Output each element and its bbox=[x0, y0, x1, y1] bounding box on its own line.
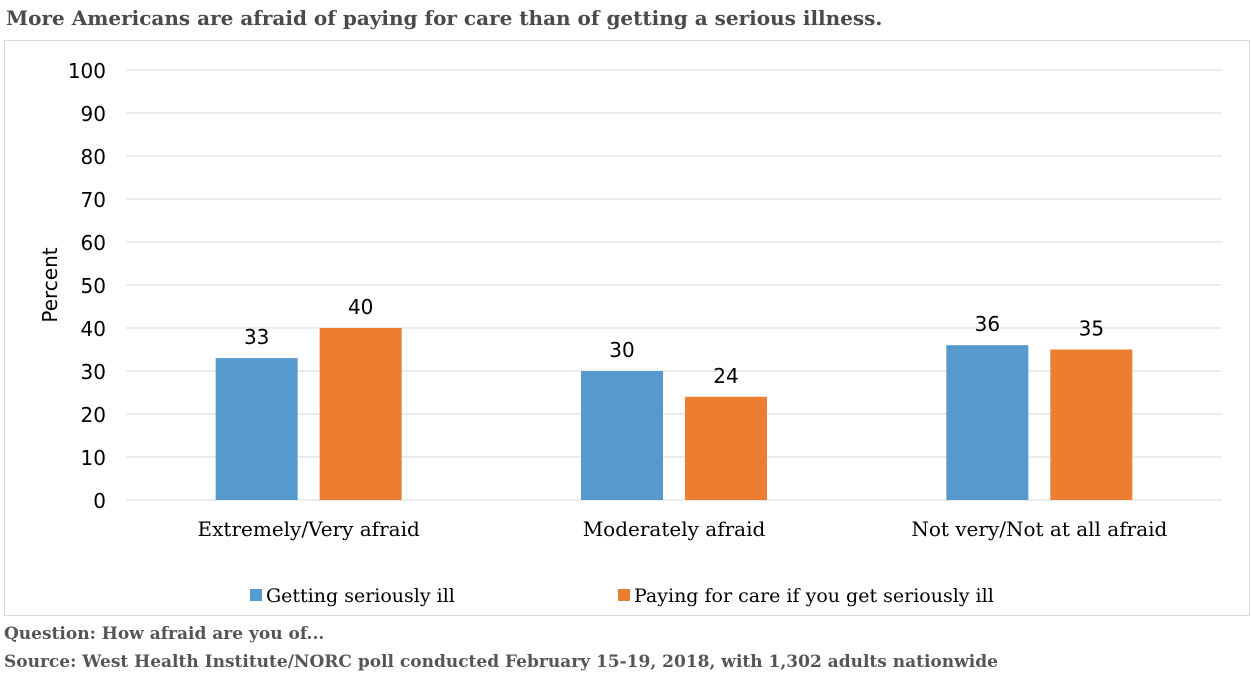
data-label: 24 bbox=[713, 364, 738, 388]
y-tick-label: 50 bbox=[81, 274, 106, 298]
chart-title: More Americans are afraid of paying for … bbox=[6, 6, 883, 30]
bar bbox=[1050, 349, 1133, 500]
bar bbox=[319, 328, 402, 500]
data-labels: 33 40 30 24 36 35 bbox=[244, 295, 1104, 388]
legend-label: Getting seriously ill bbox=[266, 585, 455, 607]
category-label: Extremely/Very afraid bbox=[198, 517, 420, 541]
data-label: 36 bbox=[975, 312, 1000, 336]
category-label: Moderately afraid bbox=[583, 517, 766, 541]
y-tick-label: 80 bbox=[81, 145, 106, 169]
bar bbox=[215, 358, 298, 500]
bar bbox=[685, 396, 767, 500]
legend: Getting seriously ill Paying for care if … bbox=[250, 585, 994, 607]
y-tick-label: 60 bbox=[81, 231, 106, 255]
question-note: Question: How afraid are you of... bbox=[4, 624, 325, 644]
data-label: 33 bbox=[244, 325, 269, 349]
bar bbox=[581, 371, 663, 500]
chart-frame bbox=[4, 40, 1250, 616]
y-axis-ticks: 0 10 20 30 40 50 60 70 80 90 100 bbox=[68, 59, 106, 513]
y-tick-label: 0 bbox=[93, 489, 106, 513]
y-tick-label: 100 bbox=[68, 59, 106, 83]
y-tick-label: 90 bbox=[81, 102, 106, 126]
data-label: 30 bbox=[609, 338, 634, 362]
gridlines bbox=[126, 69, 1222, 501]
y-tick-label: 20 bbox=[81, 403, 106, 427]
data-label: 40 bbox=[348, 295, 373, 319]
y-tick-label: 30 bbox=[81, 360, 106, 384]
category-label: Not very/Not at all afraid bbox=[911, 517, 1167, 541]
category-labels: Extremely/Very afraid Moderately afraid No… bbox=[198, 517, 1168, 541]
y-tick-label: 10 bbox=[81, 446, 106, 470]
y-tick-label: 70 bbox=[81, 188, 106, 212]
legend-swatch bbox=[250, 589, 262, 601]
source-note: Source: West Health Institute/NORC poll … bbox=[4, 652, 998, 672]
legend-swatch bbox=[618, 589, 630, 601]
bars bbox=[215, 328, 1133, 500]
legend-label: Paying for care if you get seriously ill bbox=[634, 585, 994, 607]
y-axis-label: Percent bbox=[38, 247, 62, 322]
bar bbox=[946, 345, 1029, 500]
data-label: 35 bbox=[1079, 317, 1104, 341]
y-tick-label: 40 bbox=[81, 317, 106, 341]
